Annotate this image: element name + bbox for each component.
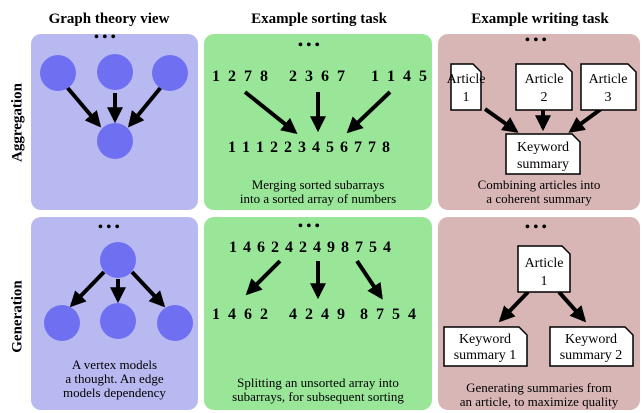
- thought-node: [97, 123, 133, 159]
- doc-line: Article: [589, 72, 628, 87]
- ellipsis-writing-aggregation: • • •: [525, 33, 547, 48]
- merge-arrow: [243, 90, 298, 134]
- document-keyword-summary-2: Keyword summary 2: [549, 326, 634, 367]
- caption-line: an article, to maximize quality: [459, 394, 619, 409]
- sort-unsorted-array: 1 4 6 2 4 2 4 9 8 7 5 4: [229, 239, 392, 256]
- write-arrows-aggregation: [483, 107, 603, 133]
- sort-subarray-2: 4 2 4 9: [289, 306, 347, 323]
- doc-line: Article: [447, 72, 486, 87]
- caption-line: Combining articles into: [477, 177, 601, 192]
- thought-node: [100, 242, 136, 278]
- caption-write-aggregation: Combining articles into a coherent summa…: [440, 178, 638, 206]
- doc-line: summary 2: [560, 348, 623, 363]
- header-sorting-task: Example sorting task: [251, 11, 387, 27]
- caption-line: Splitting an unsorted array into: [237, 375, 399, 390]
- thought-node: [44, 305, 80, 341]
- edge-arrow: [130, 270, 166, 308]
- sort-merged-array: 1 1 1 2 2 3 4 5 6 7 7 8: [228, 139, 391, 156]
- sort-input-array-1: 1 2 7 8: [212, 68, 270, 85]
- split-arrow: [245, 259, 282, 296]
- sort-subarray-3: 8 7 5 4: [360, 306, 418, 323]
- panel-sorting-generation: [204, 217, 432, 410]
- graph-aggregation: [40, 54, 188, 159]
- caption-graph-generation: A vertex models a thought. An edge model…: [33, 358, 196, 400]
- doc-line: 2: [541, 90, 548, 105]
- ellipsis-graph-generation: • • •: [98, 220, 120, 235]
- sort-arrows-aggregation: [243, 90, 392, 134]
- doc-line: 3: [605, 90, 612, 105]
- doc-line: Keyword: [459, 332, 511, 347]
- doc-line: summary 1: [454, 348, 517, 363]
- caption-sort-aggregation: Merging sorted subarrays into a sorted a…: [206, 178, 430, 206]
- caption-line: A vertex models: [71, 357, 158, 372]
- sort-arrows-generation: [245, 259, 383, 300]
- doc-line: Keyword: [565, 332, 617, 347]
- edge-arrow: [69, 270, 106, 308]
- document-article-source: Article 1: [517, 245, 571, 293]
- doc-line: Keyword: [517, 140, 569, 155]
- caption-line: a coherent summary: [486, 191, 592, 206]
- caption-line: subarrays, for subsequent sorting: [232, 389, 404, 404]
- ellipsis-writing-generation: • • •: [525, 220, 547, 235]
- ellipsis-sorting-generation: • • •: [298, 219, 320, 234]
- sort-subarray-1: 1 4 6 2: [212, 306, 270, 323]
- caption-line: into a sorted array of numbers: [239, 191, 397, 206]
- ellipsis-graph-aggregation: • • •: [94, 30, 116, 45]
- split-arrow: [355, 259, 383, 300]
- edge-arrow: [127, 84, 164, 128]
- combine-arrow: [483, 107, 519, 133]
- doc-line: summary: [517, 157, 569, 172]
- doc-line: 1: [541, 274, 548, 289]
- sort-input-array-2: 2 3 6 7: [289, 68, 347, 85]
- header-graph-theory: Graph theory view: [48, 11, 170, 27]
- document-article-3: Article 3: [580, 63, 637, 111]
- thought-node: [40, 55, 76, 91]
- graph-generation: [44, 242, 193, 341]
- combine-arrow: [568, 107, 603, 133]
- thought-node: [152, 55, 188, 91]
- generate-arrow: [498, 290, 530, 323]
- caption-line: Generating summaries from: [466, 380, 612, 395]
- document-article-2: Article 2: [515, 63, 573, 111]
- sort-input-array-3: 1 1 4 5: [371, 68, 429, 85]
- edge-arrow: [64, 84, 102, 128]
- generate-arrow: [557, 290, 587, 323]
- document-keyword-summary-1: Keyword summary 1: [443, 326, 528, 367]
- thought-node: [100, 303, 136, 339]
- caption-line: a thought. An edge: [65, 371, 164, 386]
- doc-line: 1: [463, 90, 470, 105]
- doc-line: Article: [525, 256, 564, 271]
- caption-write-generation: Generating summaries from an article, to…: [440, 381, 638, 409]
- write-arrows-generation: [498, 290, 587, 323]
- ellipsis-sorting-aggregation: • • •: [298, 38, 320, 53]
- caption-line: models dependency: [63, 385, 166, 400]
- caption-line: Merging sorted subarrays: [251, 177, 385, 192]
- doc-line: Article: [525, 72, 564, 87]
- document-keyword-summary: Keyword summary: [505, 133, 581, 175]
- caption-sort-generation: Splitting an unsorted array into subarra…: [206, 376, 430, 404]
- thought-node: [97, 54, 133, 90]
- merge-arrow: [346, 90, 392, 134]
- header-writing-task: Example writing task: [471, 11, 609, 27]
- document-article-1: Article 1: [447, 63, 486, 111]
- thought-node: [157, 305, 193, 341]
